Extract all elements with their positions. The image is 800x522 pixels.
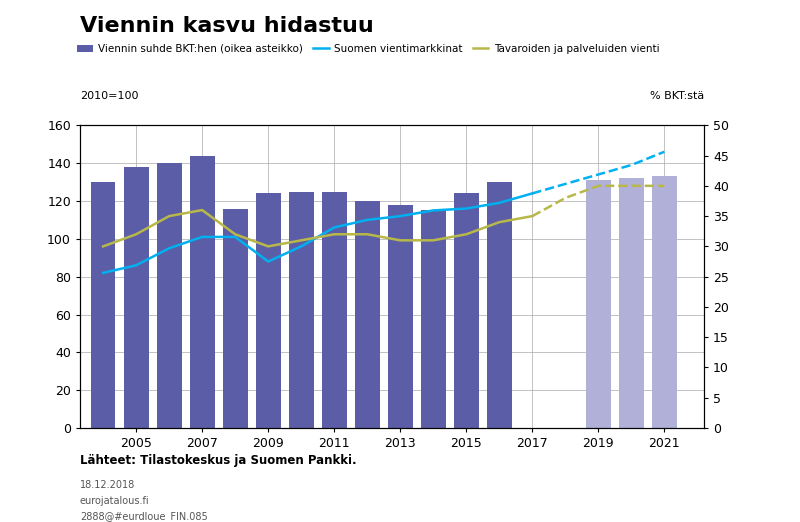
Bar — [421, 210, 446, 428]
Bar — [487, 182, 512, 428]
Text: % BKT:stä: % BKT:stä — [650, 91, 704, 101]
Bar — [222, 208, 247, 428]
Text: 2888@#eurdloue_FIN.085: 2888@#eurdloue_FIN.085 — [80, 512, 208, 522]
Legend: Viennin suhde BKT:hen (oikea asteikko), Suomen vientimarkkinat, Tavaroiden ja pa: Viennin suhde BKT:hen (oikea asteikko), … — [73, 40, 663, 58]
Text: Viennin kasvu hidastuu: Viennin kasvu hidastuu — [80, 16, 374, 35]
Bar — [619, 179, 644, 428]
Bar — [190, 156, 214, 428]
Text: eurojatalous.fi: eurojatalous.fi — [80, 496, 150, 506]
Text: Lähteet: Tilastokeskus ja Suomen Pankki.: Lähteet: Tilastokeskus ja Suomen Pankki. — [80, 454, 357, 467]
Bar — [90, 182, 115, 428]
Bar — [256, 193, 281, 428]
Text: 18.12.2018: 18.12.2018 — [80, 480, 135, 490]
Bar — [124, 167, 149, 428]
Bar — [652, 176, 677, 428]
Bar — [355, 201, 380, 428]
Text: 2010=100: 2010=100 — [80, 91, 138, 101]
Bar — [388, 205, 413, 428]
Bar — [454, 193, 478, 428]
Bar — [289, 192, 314, 428]
Bar — [586, 180, 610, 428]
Bar — [157, 163, 182, 428]
Bar — [322, 192, 346, 428]
